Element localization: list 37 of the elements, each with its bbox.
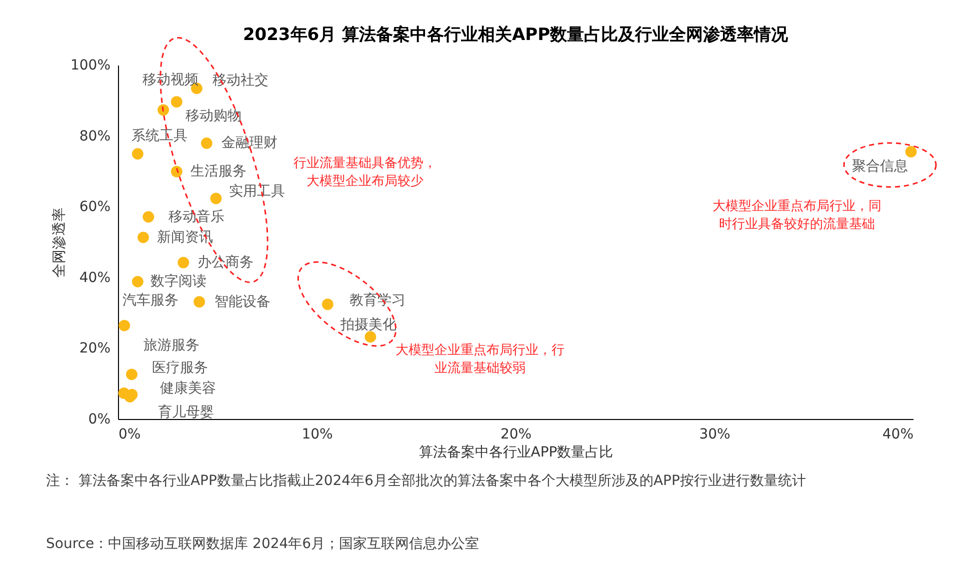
data-label: 数字阅读 — [150, 274, 207, 290]
y-tick-label: 0% — [88, 412, 110, 428]
data-label: 拍摄美化 — [339, 316, 396, 333]
data-label: 健康美容 — [160, 380, 216, 397]
source-note: Source：中国移动互联网数据库 2024年6月；国家互联网信息办公室 — [46, 535, 480, 553]
x-tick-label: 30% — [699, 426, 730, 442]
data-label: 旅游服务 — [144, 337, 200, 354]
data-label: 教育学习 — [350, 291, 406, 308]
y-tick-label: 100% — [70, 58, 110, 74]
data-label: 智能设备 — [214, 294, 270, 310]
y-axis-title: 全网渗透率 — [51, 208, 68, 278]
annotation: 行业流量基础具备优势，大模型企业布局较少 — [294, 155, 436, 189]
data-label: 生活服务 — [190, 164, 247, 180]
data-label: 医疗服务 — [152, 360, 208, 376]
y-tick-label: 80% — [79, 128, 110, 144]
x-tick-label: 40% — [882, 426, 914, 442]
data-label: 移动购物 — [185, 108, 242, 124]
x-tick-label: 20% — [500, 426, 532, 442]
y-tick-label: 20% — [79, 340, 110, 357]
data-label: 金融理财 — [222, 135, 278, 152]
chart-title: 2023年6月 算法备案中各行业相关APP数量占比及行业全网渗透率情况 — [242, 24, 790, 45]
data-label: 汽车服务 — [122, 292, 178, 309]
annotation: 大模型企业重点布局行业，行业流量基础较弱 — [396, 343, 564, 376]
x-tick-label: 10% — [302, 426, 333, 442]
data-label: 移动视频 — [142, 72, 199, 88]
text: 注： 算法备案中各行业APP数量占比指截止2024年6月全部批次的算法备案中各个大模型所涉及的APP按行业进行数量统计 — [46, 472, 806, 490]
data-label: 实用工具 — [228, 183, 285, 200]
x-axis-title: 算法备案中各行业APP数量占比 — [418, 444, 614, 460]
y-tick-label: 60% — [79, 199, 110, 216]
data-label: 育儿母婴 — [158, 404, 214, 421]
data-label: 聚合信息 — [852, 158, 908, 175]
data-label: 系统工具 — [132, 128, 188, 144]
data-label: 移动音乐 — [168, 208, 224, 225]
data-label: 办公商务 — [197, 254, 254, 271]
y-tick-label: 40% — [79, 270, 110, 286]
annotation: 大模型企业重点布局行业，同时行业具备较好的流量基础 — [712, 199, 882, 232]
x-tick-label: 0% — [118, 426, 141, 442]
